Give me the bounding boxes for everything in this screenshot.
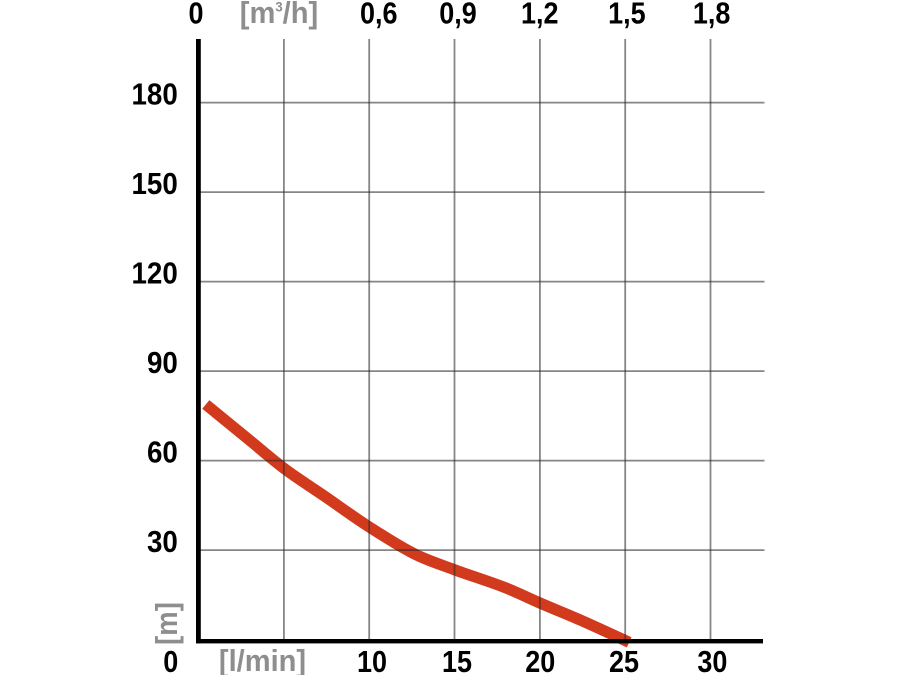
svg-text:10: 10 (357, 646, 387, 675)
svg-text:60: 60 (147, 435, 178, 470)
svg-text:120: 120 (132, 256, 178, 291)
svg-text:150: 150 (132, 167, 178, 202)
svg-text:0,6: 0,6 (360, 0, 397, 31)
svg-text:[m]: [m] (150, 602, 184, 645)
svg-text:0: 0 (163, 646, 178, 675)
svg-text:[l/min]: [l/min] (219, 644, 306, 675)
svg-text:0,9: 0,9 (439, 0, 476, 31)
svg-text:20: 20 (525, 646, 555, 675)
svg-text:30: 30 (697, 646, 727, 675)
svg-text:0: 0 (189, 0, 204, 31)
svg-text:30: 30 (147, 525, 178, 560)
svg-text:25: 25 (609, 646, 639, 675)
svg-text:1,5: 1,5 (608, 0, 645, 31)
svg-text:1,8: 1,8 (693, 0, 730, 31)
svg-text:90: 90 (147, 346, 178, 381)
svg-text:15: 15 (442, 646, 472, 675)
svg-text:1,2: 1,2 (521, 0, 558, 31)
svg-text:180: 180 (132, 77, 178, 112)
